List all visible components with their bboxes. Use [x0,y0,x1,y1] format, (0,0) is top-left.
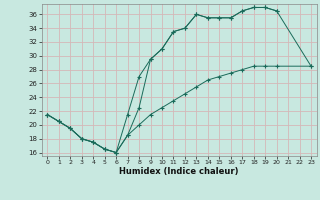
X-axis label: Humidex (Indice chaleur): Humidex (Indice chaleur) [119,167,239,176]
